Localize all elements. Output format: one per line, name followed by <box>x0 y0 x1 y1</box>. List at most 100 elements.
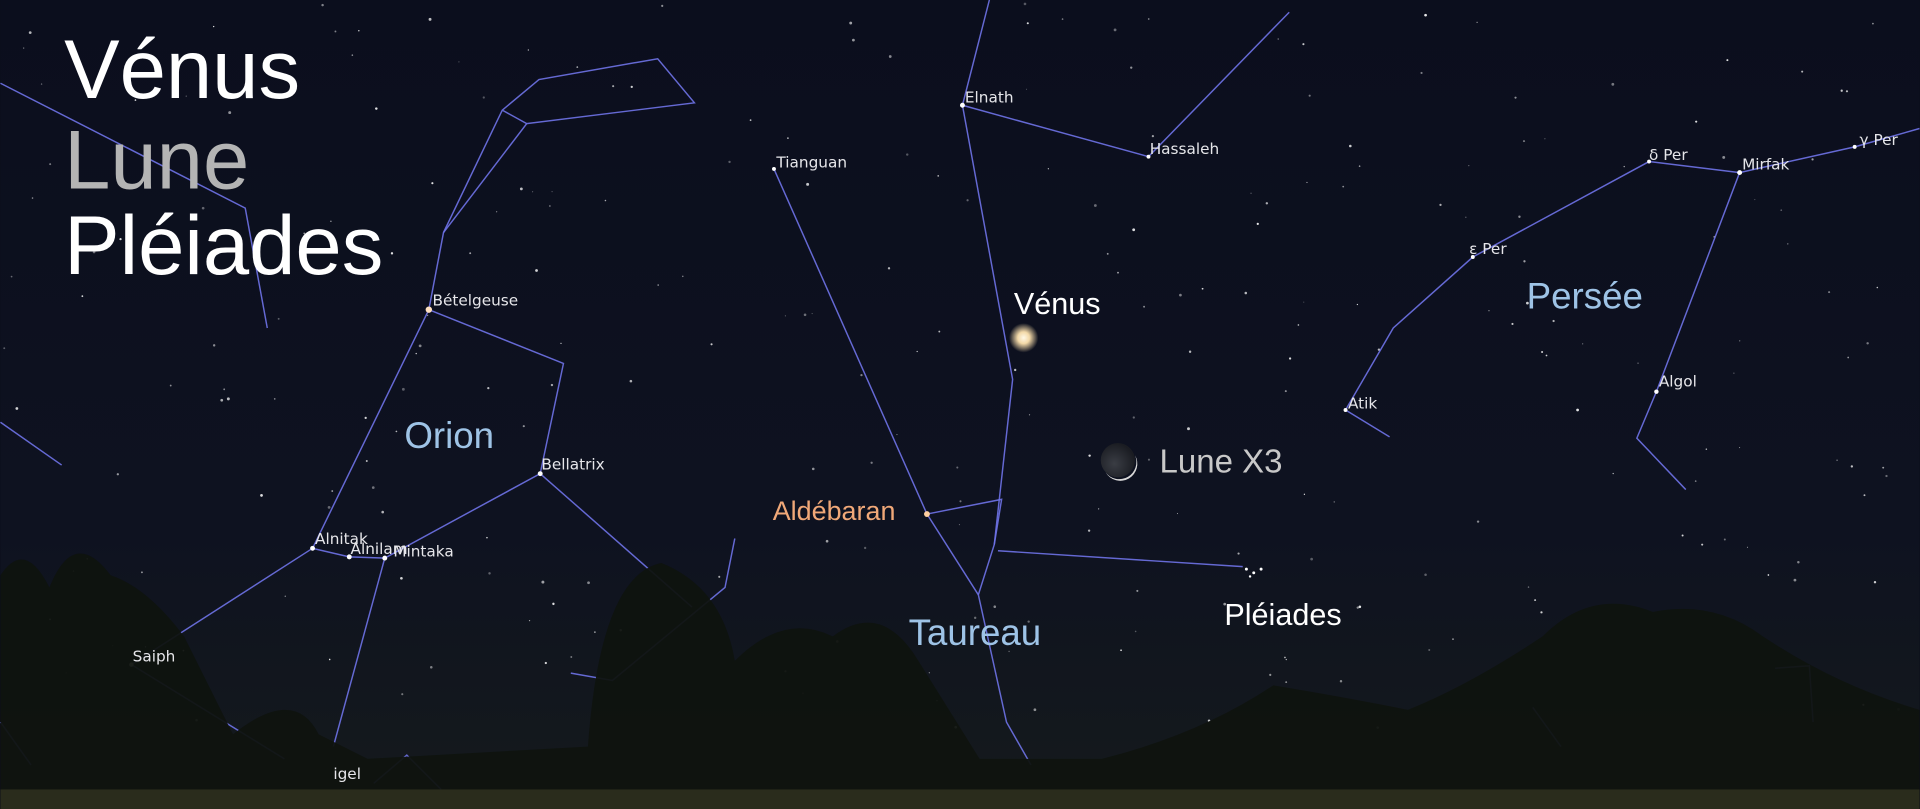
background-star <box>29 31 32 34</box>
background-star <box>141 571 143 573</box>
background-star <box>1611 83 1614 86</box>
background-star <box>1476 22 1477 23</box>
background-star <box>535 269 538 272</box>
background-star <box>1029 414 1030 415</box>
ground <box>0 789 1919 809</box>
background-star <box>1739 447 1740 448</box>
background-star <box>366 460 368 462</box>
background-star <box>1014 369 1016 371</box>
star-label: Elnath <box>965 88 1014 106</box>
background-star <box>334 31 336 33</box>
background-star <box>81 295 83 297</box>
background-star <box>1189 351 1191 353</box>
background-star <box>1787 243 1788 244</box>
background-star <box>1306 182 1307 183</box>
background-star <box>1846 90 1848 92</box>
star-label: Mirfak <box>1742 156 1789 174</box>
background-star <box>1278 38 1279 39</box>
background-star <box>1488 310 1489 311</box>
background-star <box>849 22 852 25</box>
background-star <box>1541 351 1543 353</box>
background-star <box>541 581 544 584</box>
background-star <box>896 434 897 435</box>
background-star <box>1794 579 1797 582</box>
sky-view: Elnath Hassaleh Tianguan Bételgeuse Bell… <box>0 0 1920 809</box>
background-star <box>1340 680 1342 682</box>
background-star <box>1468 165 1469 166</box>
star-label: Atik <box>1348 394 1377 412</box>
background-star <box>959 500 961 502</box>
star <box>924 511 930 517</box>
background-star <box>1266 202 1268 204</box>
background-star <box>993 605 996 608</box>
pleiades-star <box>1260 568 1263 571</box>
background-star <box>1801 71 1803 73</box>
background-star <box>400 577 403 580</box>
background-star <box>1107 253 1109 255</box>
background-star <box>213 344 215 346</box>
background-star <box>520 187 523 190</box>
background-star <box>372 486 375 489</box>
star-label: γ Per <box>1860 131 1899 149</box>
background-star <box>1828 291 1830 293</box>
background-star <box>1465 217 1466 218</box>
background-star <box>1841 90 1843 92</box>
page: Elnath Hassaleh Tianguan Bételgeuse Bell… <box>0 0 1920 809</box>
background-star <box>381 511 384 514</box>
background-star <box>1135 631 1137 633</box>
background-star <box>329 659 331 661</box>
background-star <box>32 197 34 199</box>
background-star <box>1349 145 1352 148</box>
background-star <box>431 182 433 184</box>
background-star <box>1048 168 1049 169</box>
background-star <box>549 205 551 207</box>
background-star <box>852 39 855 42</box>
background-star <box>605 200 607 202</box>
background-star <box>560 343 561 344</box>
background-star <box>1511 323 1513 325</box>
background-star <box>552 603 554 605</box>
background-star <box>1132 228 1135 231</box>
background-star <box>3 347 5 349</box>
background-star <box>486 537 488 539</box>
background-star <box>1726 59 1728 61</box>
pleiades-star <box>1245 568 1248 571</box>
background-star <box>488 572 490 574</box>
background-star <box>1544 138 1545 139</box>
background-star <box>331 490 333 492</box>
background-star <box>1518 216 1520 218</box>
background-star <box>1250 193 1251 194</box>
background-star <box>1148 18 1150 20</box>
background-star <box>594 631 595 632</box>
background-star <box>826 540 829 543</box>
heading-line: Pléiades <box>64 199 383 292</box>
background-star <box>11 276 13 278</box>
background-star <box>728 161 730 163</box>
background-star <box>1637 362 1639 364</box>
background-star <box>785 315 786 316</box>
background-star <box>1062 18 1064 20</box>
object-label: Lune X3 <box>1159 444 1282 481</box>
background-star <box>278 318 280 320</box>
heading-line: Vénus <box>64 23 300 116</box>
venus-disc <box>1009 323 1038 352</box>
background-star <box>966 199 968 201</box>
background-star <box>631 86 633 88</box>
background-star <box>576 66 578 68</box>
background-star <box>1768 574 1770 576</box>
background-star <box>1179 294 1182 297</box>
background-star <box>938 331 940 333</box>
background-star <box>49 163 51 165</box>
background-star <box>1851 465 1853 467</box>
background-star <box>1452 638 1454 640</box>
background-star <box>1284 657 1286 659</box>
background-star <box>906 153 908 155</box>
background-star <box>1439 204 1441 206</box>
background-star <box>1357 304 1358 305</box>
background-star <box>870 462 872 464</box>
background-star <box>1874 581 1876 583</box>
background-star <box>321 4 323 6</box>
star-label: Hassaleh <box>1150 140 1219 158</box>
background-star <box>552 191 553 192</box>
background-star <box>1872 23 1874 25</box>
